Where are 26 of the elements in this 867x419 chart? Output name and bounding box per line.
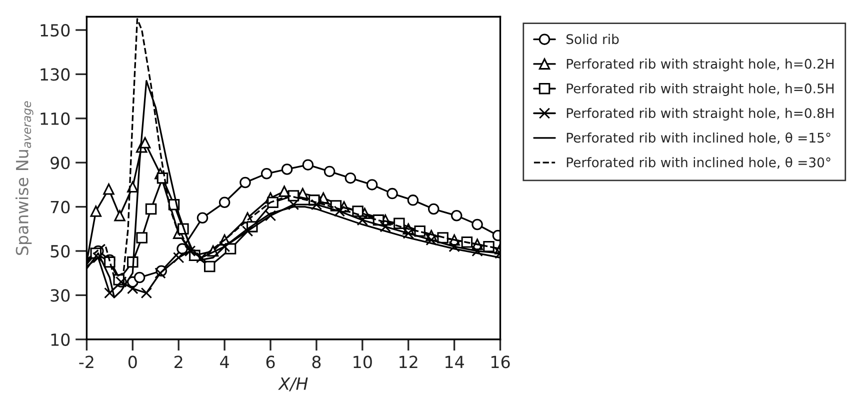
legend-label: Perforated rib with inclined hole, θ =15°: [566, 132, 830, 144]
x-tick-label: 2: [174, 356, 182, 368]
y-tick-label: 70: [50, 200, 70, 214]
x-tick-label: 12: [400, 356, 418, 368]
y-tick-label: 150: [40, 24, 70, 37]
legend-label: Perforated rib with straight hole, h=0.5H: [566, 83, 834, 96]
legend-label: Solid rib: [566, 34, 619, 44]
y-tick-label: 90: [50, 156, 70, 170]
y-tick-label: 30: [50, 289, 70, 302]
y-axis-title: Spanwise Nu$_{average}$: [16, 101, 34, 255]
legend-label: Perforated rib with inclined hole, θ =30°: [566, 157, 830, 169]
x-axis-title: X/H: [278, 378, 308, 392]
x-tick-label: 16: [491, 356, 510, 368]
y-tick-label: 50: [50, 244, 70, 258]
y-tick-label: 10: [51, 333, 70, 346]
legend-label: Perforated rib with straight hole, h=0.2H: [566, 58, 834, 72]
y-tick-label: 110: [40, 112, 70, 125]
x-tick-label: 6: [266, 356, 275, 368]
x-tick-label: -2: [79, 356, 94, 368]
y-tick-label: 130: [40, 68, 70, 81]
x-tick-label: 4: [220, 356, 229, 368]
x-tick-label: 0: [128, 356, 137, 368]
x-tick-label: 10: [354, 356, 372, 368]
legend-label: Perforated rib with straight hole, h=0.8H: [566, 108, 834, 121]
x-tick-label: 14: [446, 356, 464, 368]
x-tick-label: 8: [312, 356, 321, 368]
